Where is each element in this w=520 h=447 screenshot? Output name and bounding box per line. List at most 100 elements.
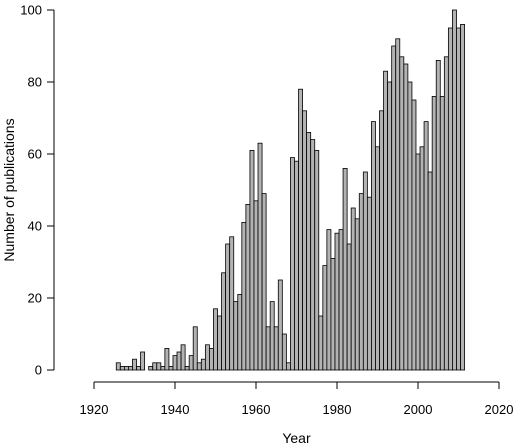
bar-1979 xyxy=(330,257,336,371)
bar-1961 xyxy=(257,142,263,371)
bar-1987 xyxy=(362,171,368,371)
y-tick-label-100: 100 xyxy=(20,3,42,18)
bar-1937 xyxy=(160,365,166,371)
bar-1941 xyxy=(176,351,182,371)
bar-1991 xyxy=(379,110,384,371)
bar-1949 xyxy=(209,347,214,371)
bar-1996 xyxy=(399,56,405,371)
bar-1978 xyxy=(326,229,332,371)
bar-1928 xyxy=(123,365,129,371)
bar-2011 xyxy=(460,23,465,371)
bar-1952 xyxy=(221,272,227,371)
bar-1927 xyxy=(119,365,125,371)
bar-1943 xyxy=(184,365,190,371)
x-tick-label-1980: 1980 xyxy=(323,402,352,417)
bar-1995 xyxy=(395,38,401,371)
bar-1992 xyxy=(383,70,389,371)
bar-1939 xyxy=(168,365,174,371)
bar-1984 xyxy=(350,207,356,371)
bar-1988 xyxy=(366,196,372,371)
x-axis-title: Year xyxy=(282,430,311,446)
bar-1930 xyxy=(132,358,137,371)
bar-1998 xyxy=(407,81,413,371)
bar-1951 xyxy=(217,315,222,371)
bar-2007 xyxy=(443,56,449,371)
bar-2002 xyxy=(423,121,429,371)
bar-1956 xyxy=(237,293,243,371)
bar-1950 xyxy=(213,308,218,371)
bar-2005 xyxy=(435,60,441,371)
bar-1944 xyxy=(188,355,194,371)
bar-1954 xyxy=(229,236,235,371)
bar-1967 xyxy=(281,333,287,371)
y-tick-label-0: 0 xyxy=(35,363,42,378)
bars-group xyxy=(115,9,465,371)
bar-1993 xyxy=(387,81,393,371)
bar-1976 xyxy=(318,315,324,371)
x-axis-ticks: 1920 1940 1960 1980 2000 2020 xyxy=(80,382,514,417)
bar-1980 xyxy=(334,232,340,371)
bar-2001 xyxy=(419,146,425,371)
bar-1958 xyxy=(245,203,251,371)
bar-1946 xyxy=(196,362,202,371)
bar-2008 xyxy=(447,27,453,371)
x-tick-label-1940: 1940 xyxy=(161,402,190,417)
bar-1935 xyxy=(152,362,158,371)
y-tick-label-40: 40 xyxy=(28,219,42,234)
y-tick-label-60: 60 xyxy=(28,147,42,162)
y-tick-label-20: 20 xyxy=(28,291,42,306)
bar-1929 xyxy=(128,365,133,371)
bar-1989 xyxy=(371,121,376,371)
bar-1948 xyxy=(204,344,210,371)
bar-1968 xyxy=(285,362,291,371)
bar-1970 xyxy=(294,160,299,371)
bar-1972 xyxy=(302,110,308,371)
bar-1931 xyxy=(136,365,141,371)
x-tick-label-1960: 1960 xyxy=(242,402,271,417)
bar-1959 xyxy=(249,149,255,371)
bar-1953 xyxy=(225,243,231,371)
bar-2009 xyxy=(452,9,457,371)
bar-1945 xyxy=(192,326,198,371)
bar-1977 xyxy=(322,265,328,371)
bar-1974 xyxy=(310,139,316,371)
bar-1971 xyxy=(298,88,303,371)
bar-1963 xyxy=(265,326,271,371)
bar-1947 xyxy=(200,358,206,371)
bar-1957 xyxy=(241,221,247,371)
bar-2006 xyxy=(439,96,445,371)
bar-1938 xyxy=(164,347,170,371)
x-tick-label-2020: 2020 xyxy=(485,402,514,417)
bar-1997 xyxy=(403,63,409,371)
bar-1940 xyxy=(172,355,178,371)
x-tick-label-2000: 2000 xyxy=(404,402,433,417)
bar-2003 xyxy=(427,171,433,371)
bar-1926 xyxy=(115,362,121,371)
bar-1999 xyxy=(411,99,417,371)
bar-2004 xyxy=(431,96,437,371)
y-tick-label-80: 80 xyxy=(28,75,42,90)
bar-1994 xyxy=(391,45,397,371)
bar-1934 xyxy=(148,365,154,371)
bar-1936 xyxy=(156,362,162,371)
bar-2010 xyxy=(456,27,461,371)
bar-1982 xyxy=(342,167,348,371)
bar-1983 xyxy=(346,243,352,371)
y-axis-title: Number of publications xyxy=(1,118,17,261)
bar-1932 xyxy=(140,351,146,371)
y-axis-ticks: 0 20 40 60 80 100 xyxy=(20,3,54,378)
x-tick-label-1920: 1920 xyxy=(80,402,109,417)
bar-1960 xyxy=(253,200,259,371)
bar-1973 xyxy=(306,131,312,371)
bar-1985 xyxy=(354,218,360,371)
bar-1942 xyxy=(180,344,186,371)
bar-1981 xyxy=(338,229,344,371)
bar-1962 xyxy=(261,193,267,371)
bar-1965 xyxy=(273,326,279,371)
bar-1975 xyxy=(314,149,320,371)
bar-1966 xyxy=(277,279,283,371)
bar-2000 xyxy=(415,153,421,371)
bar-1969 xyxy=(290,157,295,371)
bar-1990 xyxy=(375,146,380,371)
